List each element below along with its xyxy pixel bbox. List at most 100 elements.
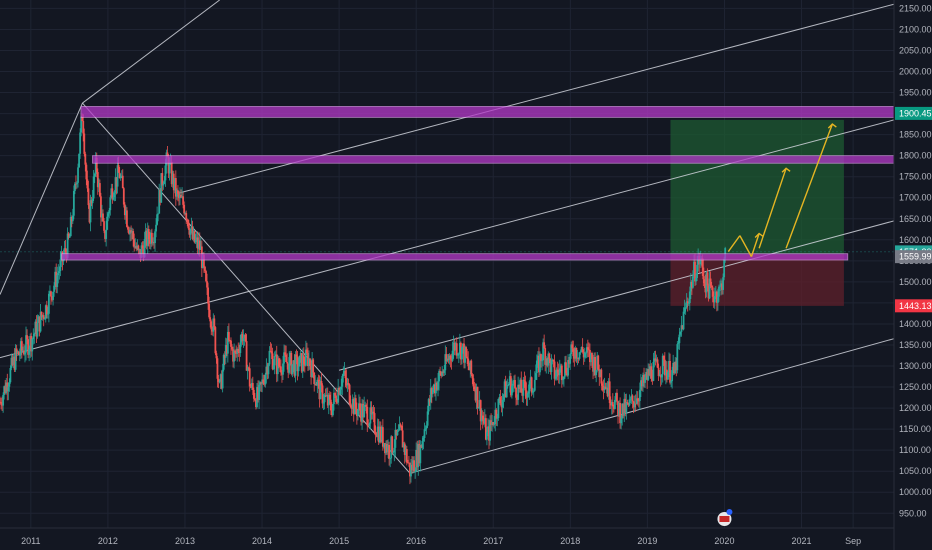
- candle: [302, 347, 305, 372]
- candle-body: [21, 350, 24, 352]
- y-tick-label: 2050.00: [899, 45, 932, 55]
- candle-body: [390, 436, 393, 459]
- candle-body: [284, 352, 286, 355]
- candle: [74, 182, 76, 195]
- candle: [295, 349, 298, 365]
- candle-body: [149, 232, 152, 244]
- candle: [59, 250, 62, 277]
- candle: [599, 369, 602, 378]
- arrow-segment: [750, 233, 760, 257]
- candle: [10, 353, 13, 371]
- candle-body: [218, 381, 221, 383]
- candle-body: [400, 425, 403, 431]
- candle-body: [487, 426, 489, 433]
- candle-body: [120, 175, 123, 177]
- candle: [550, 354, 553, 380]
- candle: [491, 414, 494, 432]
- candle: [347, 378, 350, 390]
- candle: [682, 307, 685, 331]
- candle: [46, 306, 49, 319]
- candle-body: [58, 271, 61, 274]
- candle-body: [283, 352, 285, 364]
- candle-body: [43, 318, 46, 320]
- candle: [289, 350, 292, 366]
- candle-body: [64, 248, 67, 253]
- candle-body: [45, 305, 48, 315]
- candle-body: [224, 345, 227, 358]
- candle: [101, 204, 103, 222]
- candle: [298, 355, 301, 367]
- candle-body: [265, 366, 268, 375]
- price-badge-label: 1900.45: [899, 108, 932, 118]
- candle: [174, 170, 177, 206]
- candle: [458, 333, 461, 359]
- candle-body: [576, 357, 579, 359]
- candle-body: [595, 370, 598, 376]
- candle: [296, 351, 299, 381]
- candle-body: [72, 190, 75, 216]
- candle: [462, 343, 464, 354]
- candle-body: [33, 333, 36, 337]
- candle-body: [658, 374, 661, 377]
- candle: [304, 340, 307, 367]
- candle: [554, 370, 557, 381]
- candle-body: [711, 287, 714, 297]
- candle-body: [592, 359, 594, 372]
- candle-body: [322, 402, 325, 404]
- candle-body: [670, 381, 672, 383]
- candle-body: [508, 376, 511, 384]
- candle: [448, 353, 451, 365]
- candle: [187, 219, 190, 230]
- candle: [646, 368, 649, 389]
- candle-body: [373, 413, 376, 432]
- candle: [649, 359, 652, 379]
- candle: [144, 223, 147, 248]
- candle: [569, 353, 572, 370]
- candle: [319, 376, 322, 400]
- candle-body: [569, 354, 572, 364]
- candle-body: [264, 374, 267, 385]
- y-tick-label: 1650.00: [899, 214, 932, 224]
- candle: [310, 360, 312, 385]
- candle: [444, 345, 447, 375]
- candle-body: [649, 366, 652, 376]
- candle: [212, 313, 215, 337]
- candle: [583, 347, 586, 362]
- candle: [589, 343, 591, 370]
- candle: [219, 373, 222, 389]
- candle-body: [276, 358, 279, 375]
- candle: [236, 347, 239, 362]
- candle: [457, 352, 460, 364]
- candle: [500, 395, 503, 413]
- candle: [277, 356, 280, 369]
- candle: [582, 349, 585, 365]
- candle: [428, 394, 431, 406]
- candle-body: [703, 279, 706, 284]
- candle-body: [689, 281, 692, 292]
- candle-body: [351, 399, 354, 409]
- candle: [280, 359, 282, 376]
- candle-body: [262, 379, 265, 383]
- candle: [652, 352, 655, 382]
- candle-body: [708, 278, 711, 299]
- candle: [593, 352, 595, 376]
- candle: [197, 232, 200, 256]
- candle: [321, 383, 324, 409]
- candle-body: [384, 443, 386, 454]
- candle: [163, 175, 166, 185]
- candle: [196, 231, 199, 254]
- candle-body: [429, 388, 432, 403]
- candle: [648, 363, 651, 377]
- candle: [225, 338, 228, 357]
- candle: [606, 381, 609, 398]
- candle: [602, 379, 605, 400]
- candle: [276, 354, 279, 382]
- candle: [270, 343, 273, 359]
- candle-body: [436, 382, 438, 390]
- candle: [56, 266, 59, 294]
- candle: [449, 354, 452, 368]
- candle: [636, 391, 639, 406]
- candle-body: [460, 342, 462, 360]
